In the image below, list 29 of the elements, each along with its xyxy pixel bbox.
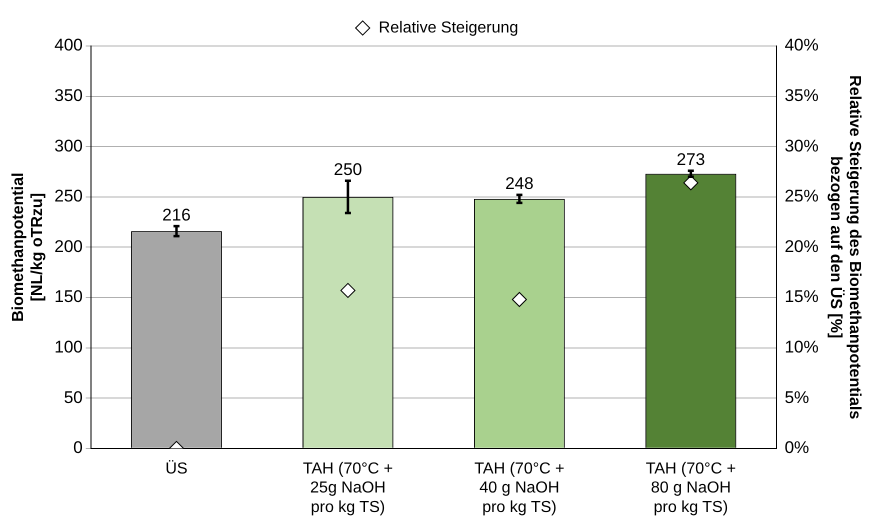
y2-tick-label: 35% [784,86,819,105]
data-label: 273 [676,150,706,169]
data-label: 216 [162,205,191,224]
x-tick-label: TAH (70°C + 40 g NaOH pro kg TS) [474,460,564,516]
y-tick-label: 300 [54,136,83,156]
y-tick-label: 250 [54,186,83,206]
y2-tick-label: 30% [784,136,819,156]
y-tick-label: 100 [54,337,83,356]
y-tick-label: 400 [54,36,83,55]
y-tick-label: 200 [54,236,83,256]
y-tick-label: 350 [54,86,83,105]
y2-axis-title: Relative Steigerung des Biomethanpotentials bezogen auf den ÜS [%] [826,75,863,420]
x-tick-label: ÜS [165,459,188,478]
x-tick-label: TAH (70°C + 25g NaOH pro kg TS) [302,460,394,516]
y2-tick-label: 5% [784,388,810,407]
y-tick-label: 150 [54,287,83,306]
y2-tick-label: 25% [784,186,819,206]
y-tick-label: 50 [64,388,83,407]
y2-tick-label: 40% [784,36,819,55]
x-tick-label: TAH (70°C + 80 g NaOH pro kg TS) [646,460,736,516]
y2-tick-label: 20% [784,236,819,256]
y2-tick-label: 10% [784,337,819,356]
y-axis-title: Biomethanpotential [NL/kg oTRzu] [10,172,46,322]
data-label: 250 [334,160,362,179]
y2-tick-label: 0% [784,438,810,458]
data-label: 248 [505,174,534,194]
y-tick-label: 0 [73,438,83,458]
y2-tick-label: 15% [784,287,819,306]
legend-label: Relative Steigerung [378,19,518,36]
